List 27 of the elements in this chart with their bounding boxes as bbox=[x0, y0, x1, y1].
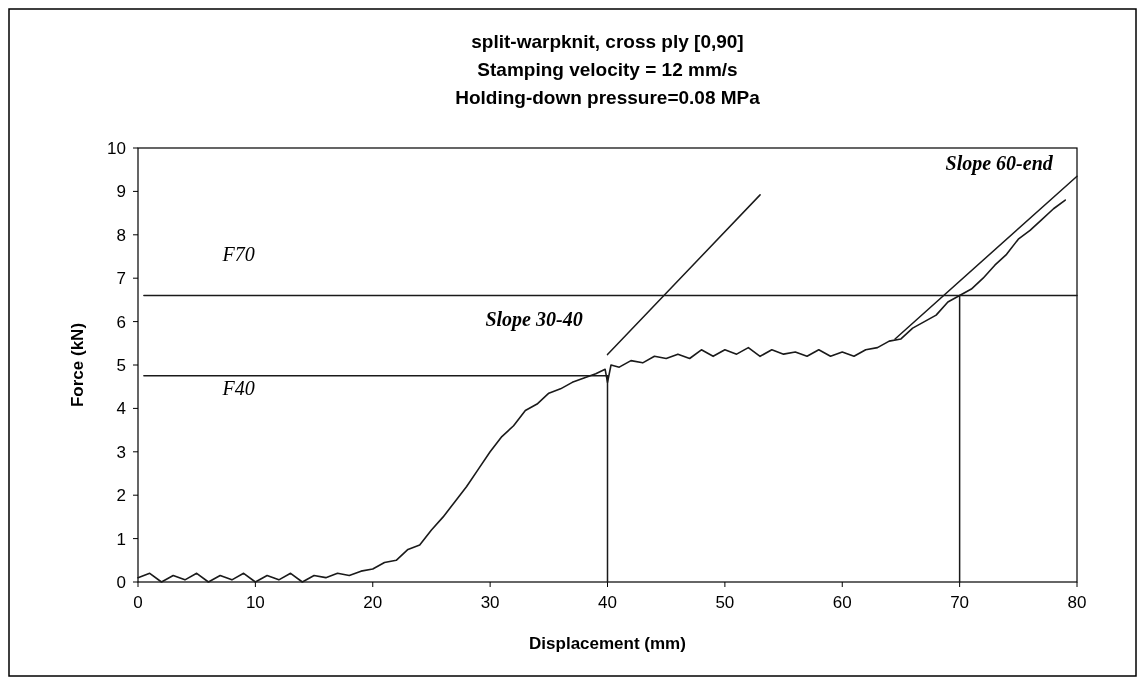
x-tick-label: 70 bbox=[950, 593, 970, 612]
x-tick-label: 50 bbox=[715, 593, 735, 612]
annotation: Slope 60-end bbox=[945, 151, 1054, 175]
y-tick-label: 9 bbox=[116, 182, 126, 202]
y-tick-label: 8 bbox=[116, 225, 126, 245]
x-axis-title: Displacement (mm) bbox=[529, 634, 686, 653]
annotation: Slope 30-40 bbox=[485, 307, 583, 331]
y-axis-title: Force (kN) bbox=[68, 322, 87, 408]
x-tick-label: 60 bbox=[832, 593, 852, 612]
y-tick-label: 3 bbox=[116, 442, 126, 462]
y-tick-label: 0 bbox=[116, 572, 126, 592]
y-tick-label: 1 bbox=[116, 529, 126, 549]
y-tick-label: 6 bbox=[116, 312, 126, 332]
y-tick-label: 2 bbox=[116, 486, 126, 506]
y-tick-label: 7 bbox=[116, 269, 126, 289]
x-tick-label: 20 bbox=[363, 593, 383, 612]
y-tick-label: 4 bbox=[116, 399, 126, 419]
x-tick-label: 0 bbox=[133, 593, 143, 612]
x-tick-label: 10 bbox=[245, 593, 265, 612]
annotation: F40 bbox=[221, 377, 255, 400]
chart-title: split-warpknit, cross ply [0,90] Stamping velocity = 12 mm/s Holding-down pressure=0.08 MPa bbox=[455, 31, 761, 108]
x-tick-label: 80 bbox=[1067, 593, 1087, 612]
y-tick-label: 5 bbox=[116, 355, 126, 375]
y-tick-label: 10 bbox=[107, 138, 126, 158]
x-tick-label: 40 bbox=[598, 593, 617, 612]
x-tick-label: 30 bbox=[480, 593, 500, 612]
annotation: F70 bbox=[221, 242, 255, 265]
